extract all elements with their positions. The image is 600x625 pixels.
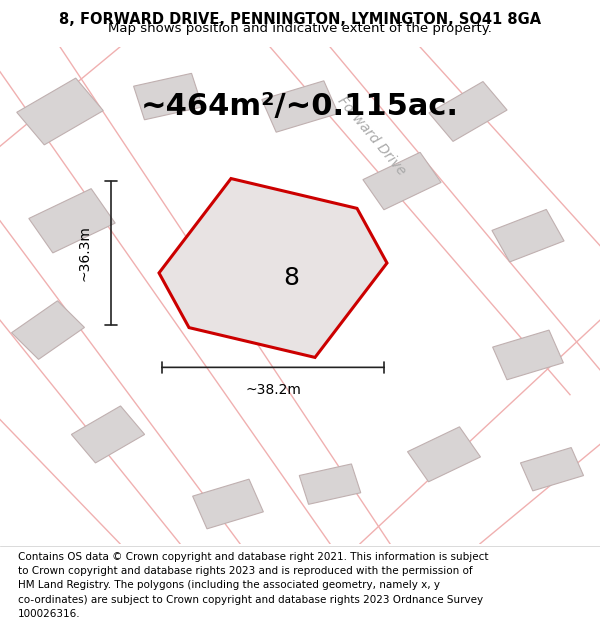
Text: co-ordinates) are subject to Crown copyright and database rights 2023 Ordnance S: co-ordinates) are subject to Crown copyr…	[18, 594, 483, 604]
Text: ~36.3m: ~36.3m	[77, 225, 91, 281]
Text: 100026316.: 100026316.	[18, 609, 80, 619]
Text: ~38.2m: ~38.2m	[245, 382, 301, 397]
Polygon shape	[29, 189, 115, 253]
Polygon shape	[492, 209, 564, 262]
Text: 8: 8	[283, 266, 299, 290]
Polygon shape	[262, 81, 338, 132]
Polygon shape	[193, 479, 263, 529]
Polygon shape	[134, 73, 202, 120]
Polygon shape	[363, 152, 441, 210]
Polygon shape	[71, 406, 145, 463]
Polygon shape	[407, 427, 481, 482]
Polygon shape	[429, 81, 507, 141]
Text: Forward Drive: Forward Drive	[335, 94, 409, 178]
Text: Map shows position and indicative extent of the property.: Map shows position and indicative extent…	[108, 22, 492, 35]
Polygon shape	[520, 448, 584, 491]
Polygon shape	[17, 78, 103, 145]
Text: ~464m²/~0.115ac.: ~464m²/~0.115ac.	[141, 92, 459, 121]
Text: Contains OS data © Crown copyright and database right 2021. This information is : Contains OS data © Crown copyright and d…	[18, 552, 488, 562]
Polygon shape	[299, 464, 361, 504]
Polygon shape	[159, 179, 387, 357]
Polygon shape	[11, 301, 85, 359]
Text: to Crown copyright and database rights 2023 and is reproduced with the permissio: to Crown copyright and database rights 2…	[18, 566, 473, 576]
Text: HM Land Registry. The polygons (including the associated geometry, namely x, y: HM Land Registry. The polygons (includin…	[18, 580, 440, 590]
Text: 8, FORWARD DRIVE, PENNINGTON, LYMINGTON, SO41 8GA: 8, FORWARD DRIVE, PENNINGTON, LYMINGTON,…	[59, 12, 541, 27]
Polygon shape	[493, 330, 563, 380]
